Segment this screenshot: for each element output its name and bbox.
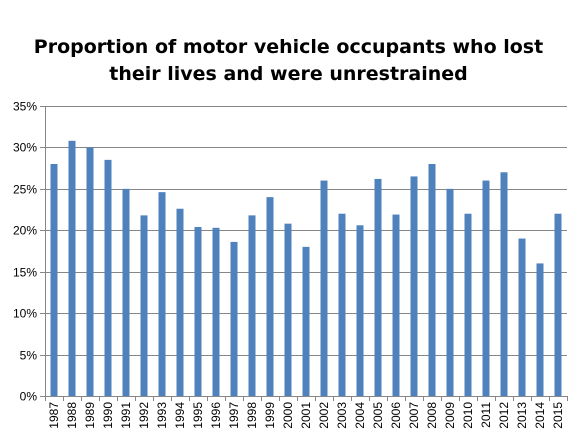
bar-2013 [518,238,526,396]
bar-1992 [140,215,148,396]
bar-1995 [194,226,202,396]
bar-1991 [122,188,130,396]
bar-2011 [482,180,490,396]
x-tick-label: 1993 [155,402,169,429]
x-tick-label: 1994 [173,402,187,429]
x-tick-label: 2005 [371,402,385,429]
x-tick-label: 1997 [227,402,241,429]
gridlines [45,106,567,356]
bar-1994 [176,208,184,396]
x-tick-label: 2001 [299,402,313,429]
y-tick-label: 0% [20,390,38,404]
bar-2002 [320,180,328,396]
x-tick-label: 2009 [443,402,457,429]
x-tick-label: 2012 [497,402,511,429]
bar-2001 [302,246,310,396]
y-tick-label: 25% [13,183,37,197]
chart-title-line-1: Proportion of motor vehicle occupants wh… [33,36,544,58]
x-tick-label: 1988 [65,402,79,429]
y-tick-label: 15% [13,266,37,280]
bar-2012 [500,172,508,396]
bar-1996 [212,227,220,396]
x-tick-label: 1992 [137,402,151,429]
bar-2009 [446,188,454,396]
bar-2015 [554,213,562,396]
x-tick-label: 1987 [47,402,61,429]
x-tick-labels: 1987 1988 1989 1990 1991 1992 1993 1994 1995 1996… [47,402,565,429]
x-tick-label: 2015 [551,402,565,429]
x-tick-label: 2013 [515,402,529,429]
x-tick-label: 2004 [353,402,367,429]
x-tick-label: 1991 [119,402,133,429]
y-tick-label: 35% [13,100,37,114]
bar-2003 [338,213,346,396]
x-tick-label: 1995 [191,402,205,429]
bar-1988 [68,140,76,396]
y-tick-label: 10% [13,307,37,321]
x-tick-label: 2006 [389,402,403,429]
x-tick-label: 2011 [479,402,493,428]
x-tick-label: 1999 [263,402,277,429]
bar-2005 [374,178,382,396]
x-tick-label: 1990 [101,402,115,429]
x-tick-label: 2003 [335,402,349,429]
bar-2004 [356,225,364,396]
x-tick-label: 1996 [209,402,223,429]
bar-2008 [428,164,436,396]
bars [50,140,562,396]
bar-2006 [392,214,400,396]
bar-1997 [230,241,238,396]
chart-title: Proportion of motor vehicle occupants wh… [0,34,577,88]
y-tick-label: 5% [20,349,38,363]
bar-1993 [158,192,166,396]
x-tick-label: 1989 [83,402,97,429]
bar-1990 [104,159,112,396]
chart-title-line-2: their lives and were unrestrained [109,63,468,85]
x-tick-label: 2008 [425,402,439,429]
bar-2007 [410,176,418,396]
bar-1998 [248,215,256,396]
x-tick-label: 2014 [533,402,547,429]
axes [40,106,568,401]
bar-2000 [284,223,292,396]
x-tick-label: 2000 [281,402,295,429]
x-tick-label: 1998 [245,402,259,429]
x-tick-label: 2002 [317,402,331,429]
x-tick-label: 2010 [461,402,475,429]
bar-2010 [464,213,472,396]
y-tick-label: 20% [13,224,37,238]
bar-2014 [536,263,544,396]
x-tick-label: 2007 [407,402,421,429]
bar-1987 [50,164,58,396]
y-tick-labels: 0% 5% 10% 15% 20% 25% 30% 35% [13,100,37,404]
y-tick-label: 30% [13,141,37,155]
bar-1999 [266,197,274,396]
bar-1989 [86,147,94,396]
